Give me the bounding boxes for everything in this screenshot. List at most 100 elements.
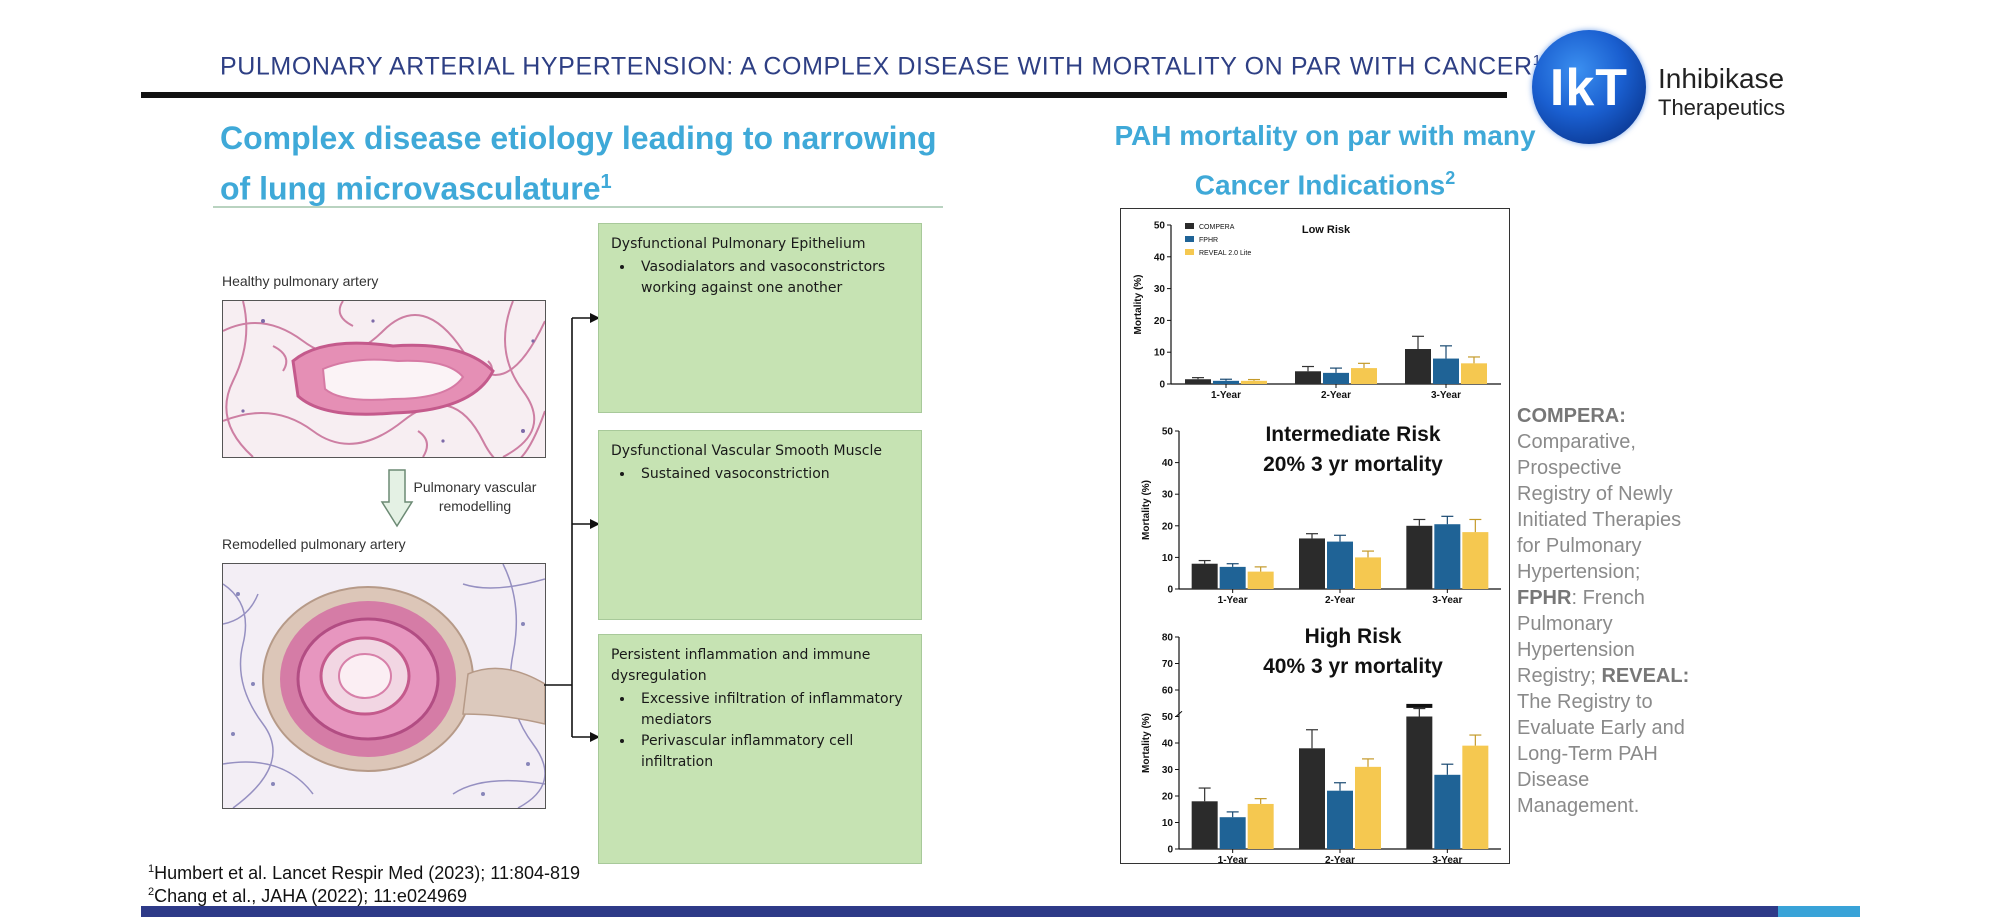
footer-bar-accent [1778, 906, 1860, 917]
y-tick-label: 20 [1154, 316, 1166, 327]
bar [1327, 541, 1353, 589]
x-tick-label: 2-Year [1325, 855, 1355, 863]
bar [1191, 563, 1218, 589]
footnote-2-sup: 2 [148, 886, 155, 898]
healthy-artery-image [222, 300, 546, 458]
y-tick-label: 60 [1162, 686, 1174, 697]
logo-mark: IkT [1549, 59, 1629, 117]
y-tick-label: 30 [1154, 284, 1166, 295]
y-tick-label: 50 [1154, 221, 1166, 232]
y-tick-label: 0 [1167, 585, 1173, 596]
bar [1462, 532, 1489, 589]
y-tick-label: 30 [1162, 490, 1174, 501]
right-heading-line1: PAH mortality on par with many [1114, 120, 1536, 151]
left-heading-divider [213, 206, 943, 208]
x-tick-label: 2-Year [1321, 390, 1351, 401]
chart-low-risk: 0 10 20 30 40 50 Mortality (%) Low Risk COMPERA F… [1133, 221, 1501, 401]
left-heading-sup: 1 [600, 171, 612, 193]
logo-company-sub: Therapeutics [1658, 95, 1786, 120]
legend-label: COMPERA [1199, 224, 1235, 231]
y-tick-label: 40 [1162, 739, 1174, 750]
box-bullet: Sustained vasoconstriction [635, 464, 909, 485]
bar [1351, 368, 1377, 384]
legend-label: REVEAL 2.0 Lite [1199, 250, 1251, 257]
etiology-box-epithelium: Dysfunctional Pulmonary Epithelium Vasod… [598, 223, 922, 413]
footnote-1-sup: 1 [148, 863, 155, 875]
arrow-down-icon [380, 469, 414, 528]
chart-subtitle: 20% 3 yr mortality [1263, 453, 1443, 476]
bar [1299, 538, 1325, 589]
bar [1299, 748, 1325, 849]
box-bullet-list: Excessive infiltration of inflammatory m… [611, 689, 909, 773]
compera-text: Comparative, Prospective Registry of New… [1517, 431, 1682, 583]
footnote-2-text: Chang et al., JAHA (2022); 11:e024969 [154, 886, 468, 906]
healthy-artery-illustration [223, 301, 545, 457]
box-bullet: Excessive infiltration of inflammatory m… [635, 689, 909, 731]
y-tick-label: 40 [1162, 458, 1174, 469]
bar [1191, 801, 1218, 849]
bar [1355, 557, 1381, 589]
bar [1462, 745, 1489, 849]
header-divider [141, 92, 1507, 98]
chart-title: Intermediate Risk [1265, 423, 1440, 446]
axis-break-marker [1406, 703, 1433, 708]
y-tick-label: 20 [1162, 792, 1174, 803]
y-axis-label: Mortality (%) [1141, 713, 1152, 773]
remodelled-artery-image [222, 563, 546, 809]
bar [1405, 349, 1431, 384]
bar [1406, 525, 1433, 589]
logo-company-name: Inhibikase [1658, 63, 1785, 94]
y-axis-label: Mortality (%) [1133, 275, 1144, 335]
y-tick-label: 50 [1162, 427, 1174, 438]
chart-high-risk: 0 10 20 30 40 50 60 70 80 Mortality (%) High Risk 4… [1141, 625, 1501, 863]
remodelled-artery-label: Remodelled pulmonary artery [222, 536, 406, 552]
x-tick-label: 3-Year [1432, 595, 1462, 606]
box-title: Persistent inflammation and immune dysre… [611, 647, 871, 684]
bar [1323, 372, 1349, 384]
remodelled-artery-illustration [223, 564, 545, 808]
right-heading-sup: 2 [1445, 168, 1456, 188]
left-heading-text: Complex disease etiology leading to narr… [220, 120, 937, 207]
chart-subtitle: 40% 3 yr mortality [1263, 655, 1443, 678]
footnote-1: 1Humbert et al. Lancet Respir Med (2023)… [148, 863, 580, 884]
y-tick-label: 10 [1154, 348, 1166, 359]
box-bullet: Perivascular inflammatory cell infiltrat… [635, 731, 909, 773]
y-tick-label: 20 [1162, 521, 1174, 532]
y-tick-label: 0 [1159, 380, 1165, 391]
reveal-text: The Registry to Evaluate Early and Long-… [1517, 691, 1685, 817]
x-tick-label: 3-Year [1431, 390, 1461, 401]
right-heading-line2: Cancer Indications [1194, 169, 1446, 201]
slide-title-sup: 1 [1533, 52, 1542, 69]
legend-swatch [1185, 249, 1194, 255]
x-tick-label: 1-Year [1218, 855, 1248, 863]
x-tick-label: 3-Year [1432, 855, 1462, 863]
reveal-label: REVEAL: [1601, 665, 1690, 687]
footnote-1-text: Humbert et al. Lancet Respir Med (2023);… [154, 863, 581, 883]
remodelling-label: Pulmonary vascular remodelling [413, 479, 537, 514]
right-section-heading: PAH mortality on par with many Cancer Ind… [1100, 115, 1550, 206]
registry-abbreviation-notes: COMPERA: Comparative, Prospective Regist… [1517, 403, 1697, 819]
bar [1295, 371, 1321, 384]
chart-title: High Risk [1305, 625, 1402, 648]
y-tick-label: 10 [1162, 818, 1174, 829]
slide-title-text: PULMONARY ARTERIAL HYPERTENSION: A COMPL… [220, 52, 1533, 81]
bar [1247, 571, 1274, 589]
legend-swatch [1185, 223, 1194, 229]
bar [1213, 380, 1239, 384]
chart-intermediate-risk: 0 10 20 30 40 50 Mortality (%) Intermediate Ris… [1141, 423, 1501, 606]
axis-break-tick [1175, 710, 1183, 717]
y-tick-label: 80 [1162, 633, 1174, 644]
bar [1461, 363, 1487, 384]
chart-title: Low Risk [1302, 224, 1351, 236]
box-bullet-list: Vasodialators and vasoconstrictors worki… [611, 257, 909, 299]
flow-connector [544, 313, 600, 742]
legend-swatch [1185, 236, 1194, 242]
x-tick-label: 2-Year [1325, 595, 1355, 606]
y-axis-label: Mortality (%) [1141, 480, 1152, 540]
y-tick-label: 10 [1162, 553, 1174, 564]
x-tick-label: 1-Year [1211, 390, 1241, 401]
bar [1327, 790, 1353, 849]
bar [1247, 803, 1274, 849]
bar [1406, 716, 1433, 849]
slide-title: PULMONARY ARTERIAL HYPERTENSION: A COMPL… [220, 52, 1542, 81]
